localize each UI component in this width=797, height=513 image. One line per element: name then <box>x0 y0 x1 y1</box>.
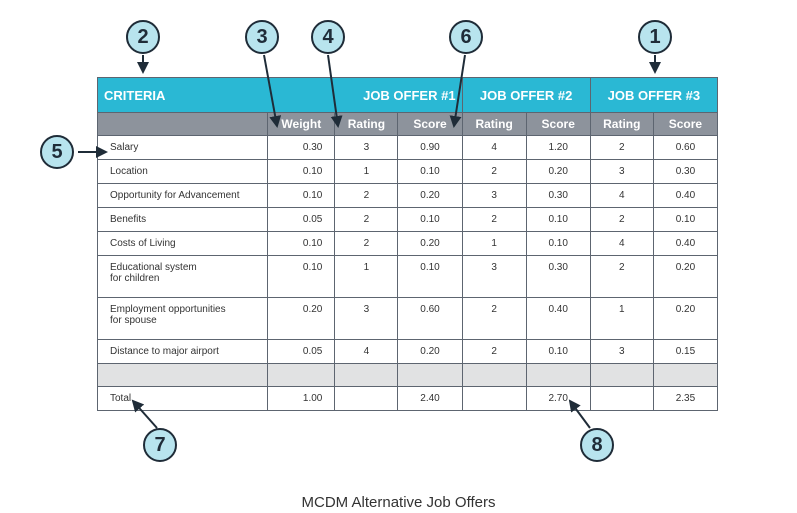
figure-caption: MCDM Alternative Job Offers <box>301 494 496 511</box>
value-cell: 1 <box>589 297 654 340</box>
job-offer-2-header: JOB OFFER #2 <box>461 77 591 113</box>
value-cell: 4 <box>589 231 654 256</box>
criteria-line-2: for children <box>110 273 160 284</box>
table-row: Salary 0.30 3 0.90 4 1.20 2 0.60 <box>96 135 719 160</box>
blank-cell <box>334 363 399 387</box>
value-cell: 2 <box>334 207 399 232</box>
table-row: Distance to major airport 0.05 4 0.20 2 … <box>96 339 719 364</box>
criteria-line-1: Employment opportunities <box>110 304 226 315</box>
value-cell: 2 <box>334 183 399 208</box>
value-cell: 0.60 <box>652 135 719 160</box>
table-row: Location 0.10 1 0.10 2 0.20 3 0.30 <box>96 159 719 184</box>
score-header-2: Score <box>525 112 591 136</box>
value-cell: 3 <box>589 339 654 364</box>
weight-cell: 0.10 <box>267 231 336 256</box>
value-cell: 1 <box>461 231 527 256</box>
total-score-1: 2.40 <box>397 386 463 411</box>
callout-6: 6 <box>449 20 483 54</box>
value-cell: 0.20 <box>397 231 463 256</box>
total-cell <box>589 386 654 411</box>
value-cell: 4 <box>334 339 399 364</box>
callout-5: 5 <box>40 135 74 169</box>
weight-cell: 0.10 <box>267 159 336 184</box>
blank-cell <box>397 363 463 387</box>
value-cell: 1 <box>334 255 399 298</box>
callout-1: 1 <box>638 20 672 54</box>
criteria-cell: Costs of Living <box>96 231 269 256</box>
total-weight: 1.00 <box>267 386 336 411</box>
total-score-3: 2.35 <box>652 386 719 411</box>
weight-cell: 0.20 <box>267 297 336 340</box>
total-row: Total 1.00 2.40 2.70 2.35 <box>96 386 719 411</box>
callout-8: 8 <box>580 428 614 462</box>
total-cell <box>334 386 399 411</box>
job-offer-1-header: JOB OFFER #1 <box>334 77 463 113</box>
blank-row <box>96 363 719 387</box>
mcdm-table: CRITERIA JOB OFFER #1 JOB OFFER #2 JOB O… <box>96 77 719 411</box>
job-offer-3-header: JOB OFFER #3 <box>589 77 719 113</box>
criteria-line-2: for spouse <box>110 315 157 326</box>
value-cell: 3 <box>334 135 399 160</box>
header-row: CRITERIA JOB OFFER #1 JOB OFFER #2 JOB O… <box>96 77 719 113</box>
value-cell: 0.10 <box>525 207 591 232</box>
rating-header-3: Rating <box>589 112 654 136</box>
weight-cell: 0.10 <box>267 255 336 298</box>
subheader-row: Weight Rating Score Rating Score Rating … <box>96 112 719 136</box>
weight-header: Weight <box>267 112 336 136</box>
value-cell: 2 <box>461 339 527 364</box>
criteria-line-1: Educational system <box>110 262 197 273</box>
blank-cell <box>267 363 336 387</box>
blank-cell <box>652 363 719 387</box>
score-header-3: Score <box>652 112 719 136</box>
value-cell: 1.20 <box>525 135 591 160</box>
value-cell: 0.40 <box>652 231 719 256</box>
callout-4: 4 <box>311 20 345 54</box>
value-cell: 0.20 <box>652 297 719 340</box>
table-row: Employment opportunities for spouse 0.20 … <box>96 297 719 340</box>
table-row: Educational system for children 0.10 1 0.… <box>96 255 719 298</box>
callout-3: 3 <box>245 20 279 54</box>
value-cell: 3 <box>334 297 399 340</box>
total-label: Total <box>96 386 269 411</box>
value-cell: 0.20 <box>652 255 719 298</box>
criteria-header: CRITERIA <box>96 77 335 113</box>
value-cell: 0.60 <box>397 297 463 340</box>
value-cell: 0.20 <box>525 159 591 184</box>
value-cell: 2 <box>589 255 654 298</box>
rating-header-2: Rating <box>461 112 527 136</box>
criteria-cell: Distance to major airport <box>96 339 269 364</box>
total-score-2: 2.70 <box>525 386 591 411</box>
value-cell: 4 <box>461 135 527 160</box>
value-cell: 3 <box>461 255 527 298</box>
callout-2: 2 <box>126 20 160 54</box>
value-cell: 0.20 <box>397 339 463 364</box>
criteria-cell: Benefits <box>96 207 269 232</box>
total-cell <box>461 386 527 411</box>
callout-7: 7 <box>143 428 177 462</box>
blank-cell <box>461 363 527 387</box>
